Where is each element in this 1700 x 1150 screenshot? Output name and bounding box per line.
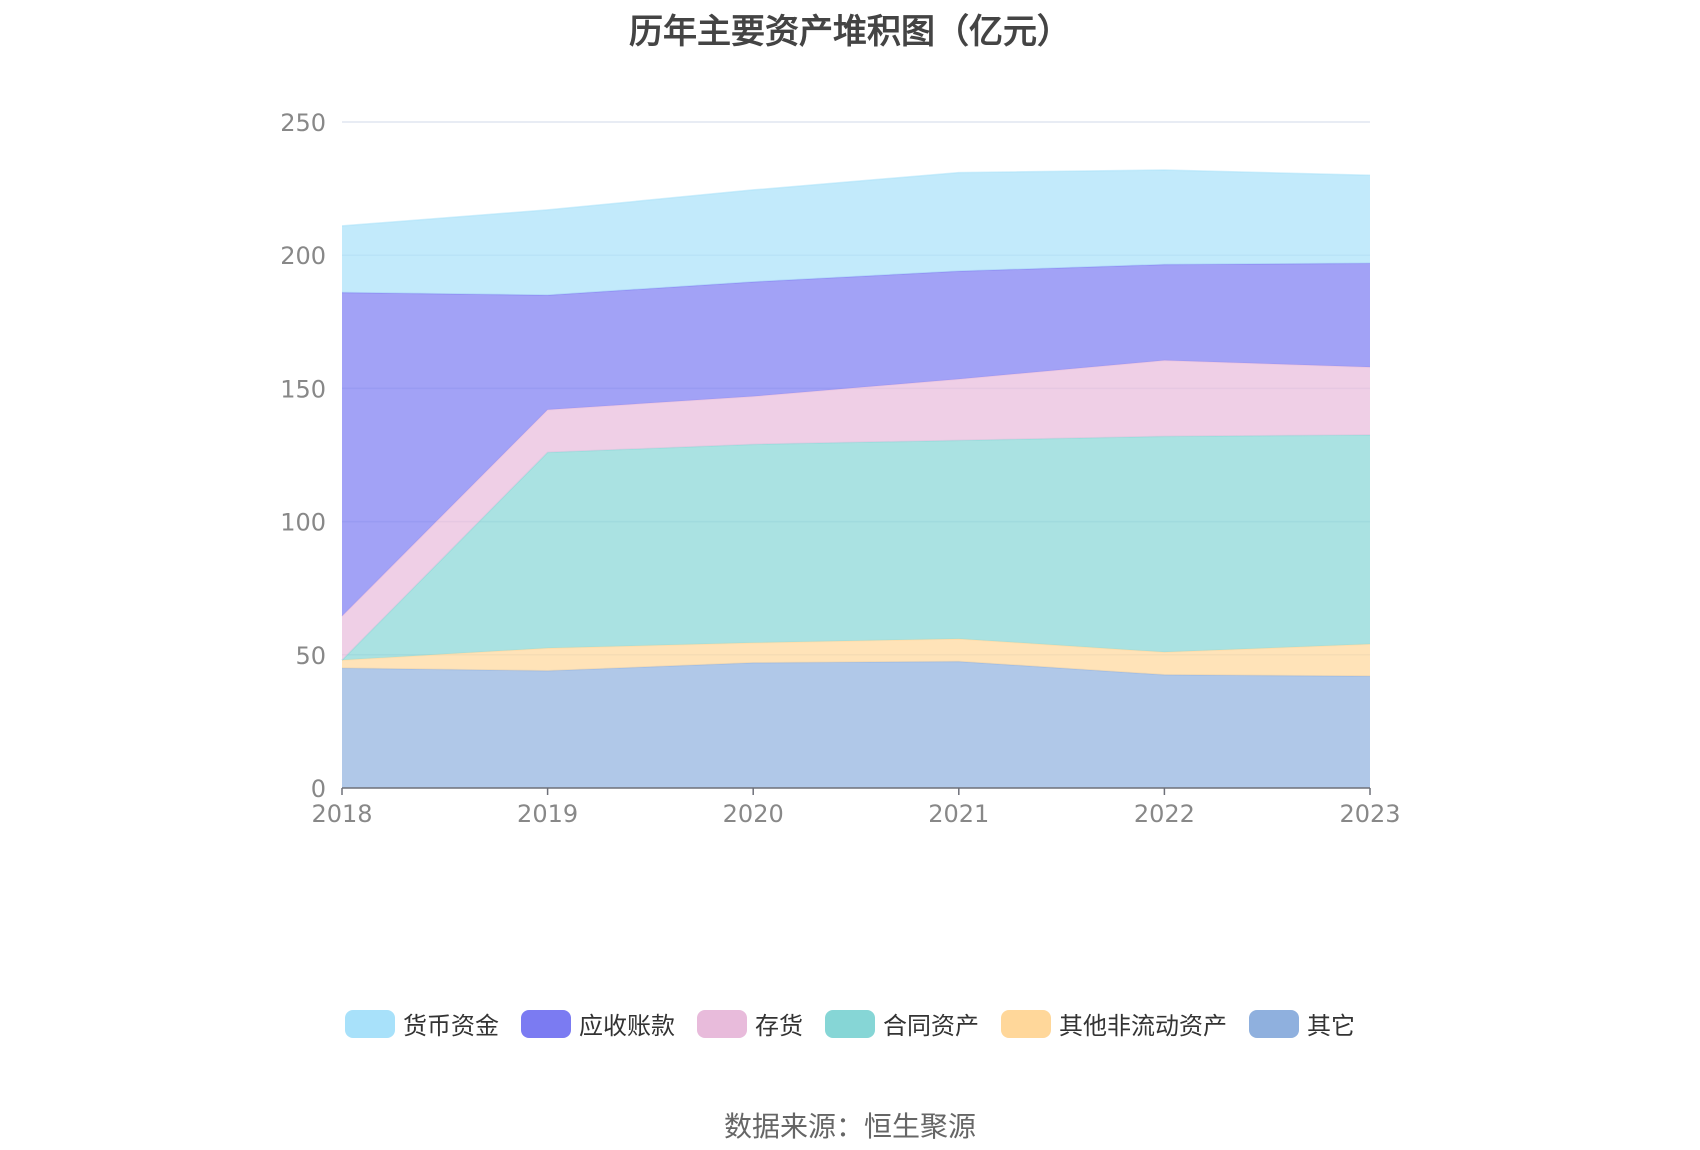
legend: 货币资金 应收账款 存货 合同资产 其他非流动资产 其它 [0,1006,1700,1041]
x-tick-label: 2022 [1134,800,1195,828]
data-source: 数据来源：恒生聚源 [723,1110,976,1143]
legend-swatch [697,1009,747,1038]
area-series-2 [342,435,1370,661]
y-tick-label: 50 [295,642,326,670]
x-tick-label: 2023 [1339,800,1400,828]
x-tick-label: 2021 [928,800,989,828]
area-series-1 [342,638,1370,677]
legend-label: 其他非流动资产 [1059,1012,1227,1040]
y-tick-label: 200 [280,242,326,270]
legend-label: 合同资产 [883,1012,979,1040]
legend-item-cash[interactable]: 货币资金 [345,1006,499,1041]
area-series-5 [342,169,1370,296]
legend-item-other-noncurrent[interactable]: 其他非流动资产 [1001,1006,1227,1041]
stacked-area-chart: 0 50 100 150 200 250 2018 2019 2020 2021 2022 2023 [280,109,1400,828]
legend-item-other[interactable]: 其它 [1249,1006,1355,1041]
y-tick-label: 250 [280,109,326,137]
legend-item-contract-assets[interactable]: 合同资产 [825,1006,979,1041]
area-series-4 [342,263,1370,617]
legend-swatch [1001,1009,1051,1038]
legend-item-receivables[interactable]: 应收账款 [521,1006,675,1041]
legend-swatch [345,1009,395,1038]
y-tick-label: 150 [280,375,326,403]
chart-title: 历年主要资产堆积图（亿元） [629,12,1071,52]
x-tick-label: 2020 [723,800,784,828]
legend-swatch [825,1009,875,1038]
y-tick-label: 100 [280,509,326,537]
area-series-0 [342,661,1370,788]
legend-swatch [1249,1009,1299,1038]
legend-label: 货币资金 [403,1012,499,1040]
legend-item-inventory[interactable]: 存货 [697,1006,803,1041]
area-series-3 [342,360,1370,661]
x-tick-label: 2018 [311,800,372,828]
legend-swatch [521,1009,571,1038]
legend-label: 应收账款 [579,1012,675,1040]
y-tick-label: 0 [311,775,326,803]
x-tick-label: 2019 [517,800,578,828]
legend-label: 其它 [1307,1012,1355,1040]
area-series-line-5 [341,169,1371,227]
legend-label: 存货 [755,1012,803,1040]
